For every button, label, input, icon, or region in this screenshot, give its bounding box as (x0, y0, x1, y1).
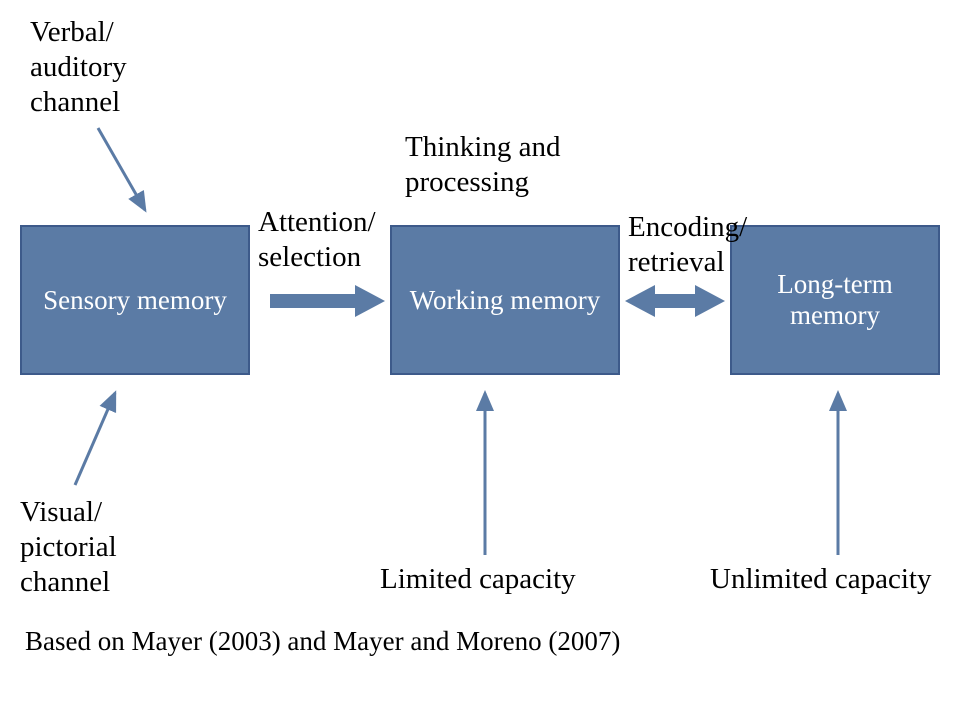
arrow-unlimited-to-longterm (0, 0, 960, 720)
